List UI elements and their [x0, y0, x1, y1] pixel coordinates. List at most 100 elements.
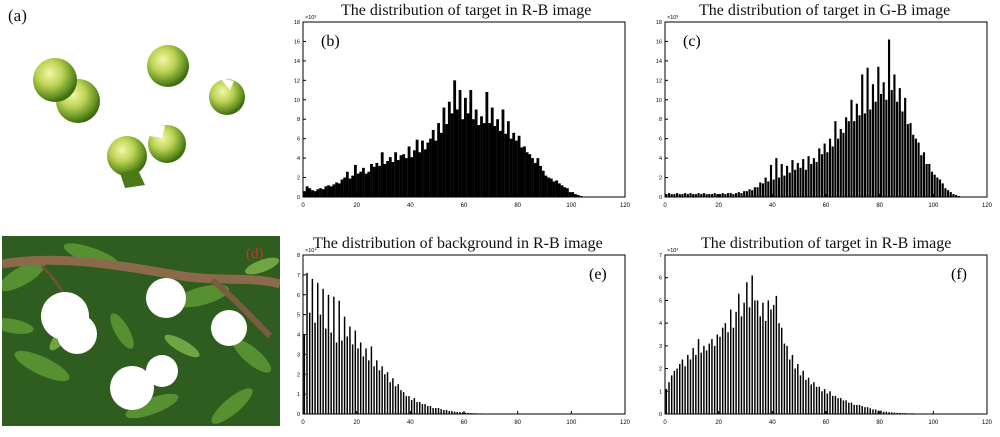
histogram-bar: [376, 360, 378, 414]
background-image: (d): [2, 236, 280, 426]
histogram-bar: [853, 404, 855, 414]
histogram-bar: [810, 384, 812, 414]
histogram-bar: [826, 152, 829, 197]
histogram-bar: [754, 300, 756, 414]
histogram-bar: [413, 398, 416, 414]
chart-f-plot: 0 20 40 60 80 100 120 0 1 2 3 4 5 6 7 ×10³ (f): [659, 248, 993, 426]
histogram-bar: [579, 196, 583, 197]
histogram-bar: [887, 39, 891, 197]
histogram-bar: [418, 402, 421, 414]
histogram-bar: [777, 177, 781, 197]
histogram-bar: [791, 354, 794, 414]
histogram-bar: [775, 295, 778, 414]
histogram-bar: [716, 194, 719, 197]
x-tick-label: 40: [407, 203, 414, 209]
histogram-bar: [445, 124, 449, 197]
panel-label-c: (c): [683, 33, 701, 50]
histogram-bar: [681, 194, 684, 197]
x-tick-label: 120: [982, 420, 993, 426]
histogram-bar: [303, 191, 306, 197]
histogram-bar: [498, 130, 502, 197]
y-tick-label: 0: [659, 195, 662, 201]
histogram-bar: [786, 345, 788, 414]
histogram-bar: [673, 370, 676, 414]
histogram-bar: [394, 152, 398, 197]
x-tick-label: 80: [514, 203, 521, 209]
histogram-bar: [523, 146, 526, 197]
y-tick-label: 12: [294, 78, 300, 84]
histogram-bar: [343, 177, 347, 197]
histogram-bar: [426, 142, 430, 197]
histogram-bar: [778, 323, 780, 414]
histogram-bar: [493, 126, 497, 197]
histogram-bar: [512, 413, 515, 414]
histogram-bar: [738, 293, 740, 414]
histogram-bar: [955, 195, 958, 197]
histogram-bar: [697, 193, 700, 197]
histogram-bar: [429, 138, 432, 197]
histogram-bar: [971, 196, 974, 197]
histogram-bar: [812, 158, 815, 197]
histogram-bar: [748, 307, 751, 414]
histogram-bar: [501, 109, 505, 197]
histogram-bar: [397, 384, 399, 414]
panel-label-b: (b): [321, 33, 340, 50]
chart-e-title: The distribution of background in R-B im…: [313, 235, 603, 252]
histogram-bar: [335, 182, 339, 197]
histogram-bar: [547, 413, 550, 414]
histogram-bar: [896, 101, 899, 197]
histogram-bar: [396, 160, 400, 197]
histogram-bar: [721, 327, 724, 414]
chart-c-plot: 0 20 40 60 80 100 120 0 2 4 6 8 10 12 14 16 18 ×10³ (c): [656, 15, 993, 209]
histogram-bar: [475, 413, 477, 414]
histogram-bar: [848, 402, 850, 414]
histogram-bar: [576, 195, 580, 197]
histogram-bar: [333, 296, 335, 414]
histogram-bar: [834, 121, 837, 197]
histogram-bar: [399, 155, 403, 197]
histogram-bar: [831, 395, 834, 414]
histogram-bar: [665, 194, 668, 197]
histogram-bar: [488, 413, 491, 414]
histogram-bar: [491, 413, 493, 414]
histogram-bar: [415, 139, 419, 197]
histogram-bar: [882, 82, 885, 197]
histogram-bar: [855, 103, 858, 197]
histogram-bar: [767, 300, 770, 414]
histogram-bar: [565, 188, 569, 197]
histogram-bar: [405, 396, 408, 414]
histogram-bar: [367, 360, 370, 414]
histogram-bar: [410, 157, 414, 197]
histogram-bar: [711, 339, 713, 414]
histogram-bar: [695, 354, 697, 414]
histogram-bar: [327, 185, 330, 197]
histogram-bar: [351, 344, 354, 414]
histogram-bar: [751, 275, 753, 414]
histogram-bar: [378, 370, 381, 414]
histogram-bar: [719, 336, 721, 414]
histogram-bar: [914, 138, 917, 197]
x-tick-label: 60: [823, 203, 830, 209]
histogram-bar: [364, 173, 368, 197]
histogram-bar: [780, 163, 783, 197]
histogram-bar: [708, 194, 711, 197]
histogram-bar: [952, 194, 955, 197]
y-exponent-label: ×10³: [667, 248, 678, 254]
y-tick-label: 14: [656, 59, 662, 65]
histogram-bar: [856, 404, 858, 414]
histogram-bar: [941, 183, 944, 197]
histogram-bar: [831, 146, 834, 197]
histogram-bar: [829, 391, 831, 414]
histogram-bar: [429, 406, 432, 414]
x-tick-label: 120: [620, 420, 631, 426]
masked-apple-regions: [41, 278, 247, 410]
histogram-bar: [547, 177, 551, 197]
y-tick-label: 16: [656, 39, 662, 45]
histogram-bar: [815, 162, 818, 197]
y-tick-label: 2: [297, 176, 300, 182]
histogram-bar: [435, 408, 437, 414]
y-tick-label: 18: [294, 20, 300, 26]
histogram-bar: [330, 332, 332, 414]
apple-5: [107, 136, 147, 176]
plot-frame: [664, 254, 988, 415]
